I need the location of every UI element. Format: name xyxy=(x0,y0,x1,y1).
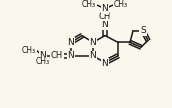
Text: N: N xyxy=(40,51,46,60)
Text: CH: CH xyxy=(51,51,63,60)
Text: N: N xyxy=(102,59,108,68)
Text: S: S xyxy=(140,26,146,35)
Text: CH₃: CH₃ xyxy=(22,46,36,55)
Text: CH₃: CH₃ xyxy=(114,0,128,9)
Text: N: N xyxy=(68,38,74,47)
Text: N: N xyxy=(102,21,108,29)
Text: CH₃: CH₃ xyxy=(36,57,50,66)
Text: N: N xyxy=(102,4,108,13)
Text: N: N xyxy=(90,51,96,60)
Text: N: N xyxy=(90,38,96,47)
Text: N: N xyxy=(68,51,74,60)
Text: CH: CH xyxy=(99,12,111,21)
Text: CH₃: CH₃ xyxy=(82,0,96,9)
